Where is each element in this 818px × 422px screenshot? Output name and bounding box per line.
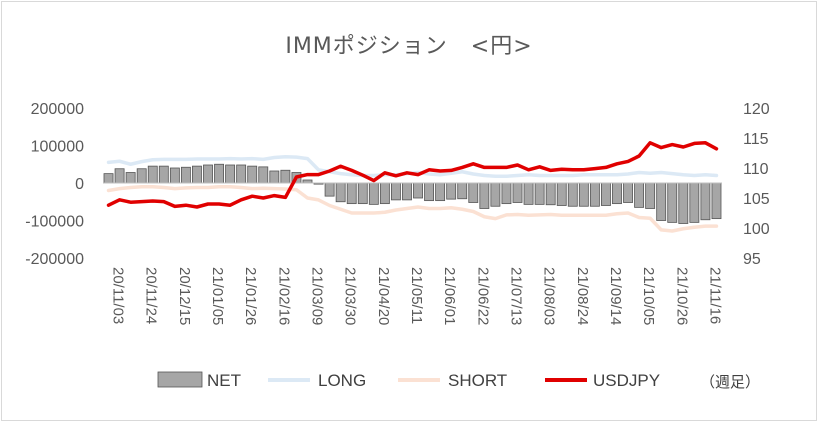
- net-bar: [567, 182, 578, 207]
- net-bar: [169, 167, 180, 184]
- net-bar: [678, 182, 689, 224]
- y-left-tick-label: 0: [75, 176, 84, 193]
- x-tick-label: 21/06/22: [474, 267, 491, 325]
- net-bar: [457, 182, 468, 200]
- net-bar: [390, 182, 401, 201]
- net-bar: [656, 182, 667, 221]
- net-bar: [114, 168, 125, 184]
- net-bar: [689, 182, 700, 223]
- x-tick-label: 21/03/09: [308, 267, 325, 325]
- net-bar: [700, 182, 711, 221]
- x-tick-label: 21/01/05: [209, 267, 226, 325]
- net-bar: [501, 182, 512, 205]
- net-bar: [258, 166, 269, 184]
- net-bar: [192, 165, 202, 184]
- y-right-tick-label: 100: [743, 221, 770, 238]
- net-bar: [490, 182, 501, 207]
- net-bar: [346, 182, 357, 205]
- net-bar: [247, 165, 258, 184]
- net-bar: [534, 182, 545, 205]
- x-tick-label: 21/07/13: [507, 267, 524, 325]
- net-bar: [634, 182, 645, 208]
- net-bar: [512, 182, 523, 203]
- net-bar: [711, 182, 722, 220]
- x-tick-label: 21/06/01: [441, 267, 458, 325]
- y-right-tick-label: 120: [743, 101, 770, 118]
- y-right-tick-label: 95: [743, 251, 761, 268]
- net-bar: [335, 182, 346, 203]
- net-bar: [601, 182, 611, 206]
- period-note: （週足）: [700, 373, 760, 391]
- net-bar: [368, 182, 379, 205]
- y-left-tick-label: -200000: [25, 251, 84, 268]
- net-bar: [413, 182, 423, 199]
- net-bar: [435, 182, 446, 202]
- net-bar: [280, 169, 291, 184]
- x-tick-label: 21/08/24: [574, 267, 591, 325]
- net-bar: [578, 182, 589, 207]
- net-bar: [479, 182, 490, 209]
- net-bar: [147, 165, 158, 184]
- legend-long-label: LONG: [318, 371, 366, 390]
- legend-net-swatch: [157, 371, 203, 388]
- net-bar: [556, 182, 567, 206]
- x-tick-label: 21/02/16: [275, 267, 292, 325]
- y-left-tick-label: 200000: [31, 101, 84, 118]
- y-left-tick-label: -100000: [25, 214, 84, 231]
- y-right-tick-label: 110: [743, 161, 769, 178]
- net-bar: [612, 182, 622, 205]
- y-left-tick-label: 100000: [31, 139, 84, 156]
- net-bar: [357, 182, 368, 205]
- x-tick-label: 21/03/30: [342, 267, 359, 325]
- net-bar: [180, 166, 191, 184]
- usdjpy-series-line: [106, 141, 719, 209]
- net-bar: [136, 168, 147, 184]
- x-tick-label: 21/10/05: [640, 267, 657, 325]
- x-tick-label: 21/05/11: [408, 267, 425, 324]
- x-tick-label: 21/09/14: [607, 267, 624, 325]
- x-tick-label: 20/12/15: [176, 267, 193, 325]
- x-tick-label: 20/11/03: [110, 267, 127, 324]
- net-bar: [424, 182, 435, 202]
- net-bar: [545, 182, 556, 206]
- net-bar: [269, 170, 280, 184]
- net-bar: [379, 182, 390, 205]
- x-tick-label: 21/01/26: [242, 267, 259, 325]
- x-tick-label: 21/08/03: [541, 267, 558, 325]
- chart-title: IMMポジション <円>: [285, 34, 533, 59]
- x-tick-label: 21/11/16: [706, 267, 723, 324]
- net-bar: [103, 173, 114, 184]
- net-bar: [402, 182, 412, 201]
- net-bar: [214, 163, 224, 184]
- net-bar: [324, 182, 335, 197]
- net-bar: [589, 182, 600, 207]
- net-bar: [125, 172, 136, 184]
- net-bar: [645, 182, 656, 209]
- net-bar: [623, 182, 633, 203]
- net-bar: [523, 182, 534, 205]
- legend-short-label: SHORT: [448, 371, 507, 390]
- net-bar: [236, 164, 247, 184]
- x-tick-label: 21/10/26: [673, 267, 690, 325]
- net-bar: [203, 164, 213, 184]
- short-series-line: [106, 185, 719, 233]
- y-right-tick-label: 105: [743, 191, 770, 208]
- net-bar: [446, 182, 457, 200]
- y-right-tick-label: 115: [743, 131, 769, 148]
- legend-net-label: NET: [207, 371, 241, 390]
- net-bar: [225, 164, 236, 184]
- x-tick-label: 20/11/24: [143, 267, 160, 324]
- legend-usdjpy-label: USDJPY: [593, 371, 660, 390]
- x-tick-label: 21/04/20: [375, 267, 392, 325]
- net-bar: [158, 165, 169, 184]
- net-bar: [468, 182, 479, 203]
- net-bar: [667, 182, 678, 223]
